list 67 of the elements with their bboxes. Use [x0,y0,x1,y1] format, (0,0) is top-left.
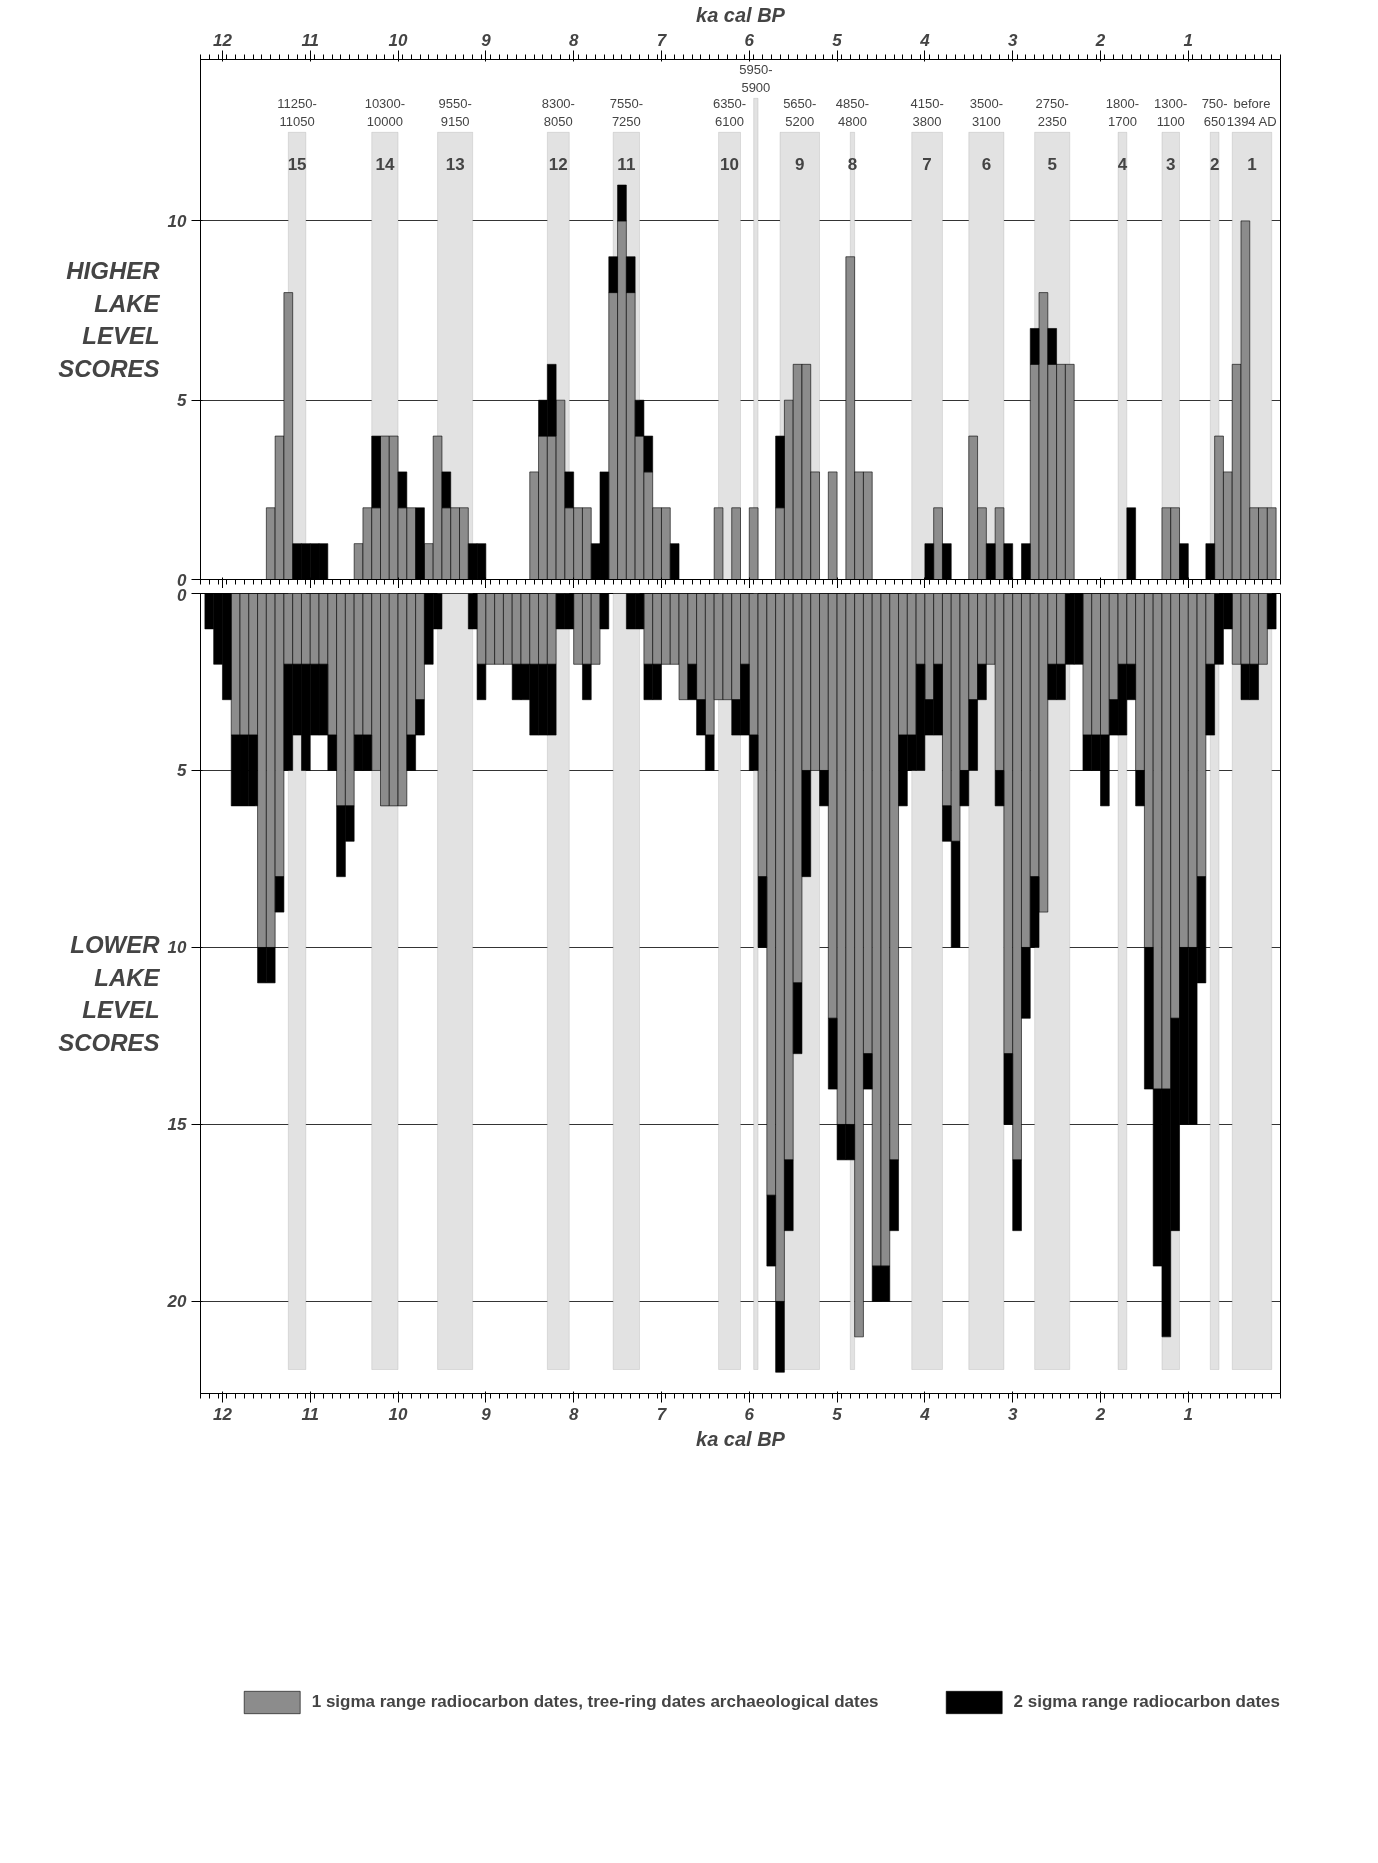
annotation: 6 [981,154,992,174]
band-label: 3500-3100 [969,96,1003,130]
y-axis-title: HIGHER LAKE LEVEL SCORES [58,257,161,382]
annotation: 7 [922,154,932,174]
y-tick-label: 15 [167,1115,188,1135]
band-label: 1800-1700 [1105,96,1140,130]
legend-label: 2 sigma range radiocarbon dates [1013,1692,1280,1712]
band-label: 8300-8050 [541,96,575,130]
x2-tick-label: 7 [656,30,668,50]
x-tick-label: 3 [1007,1404,1018,1424]
x2-tick-label: 4 [919,30,931,50]
band-label: 4850-4800 [835,96,870,130]
band-label: 11250-11050 [277,96,317,130]
band-label: 1300-1100 [1154,96,1188,130]
x2-tick-label: 10 [388,30,409,50]
x-tick-label: 10 [388,1404,409,1424]
annotation: 9 [795,154,805,174]
x-tick-label: 8 [568,1404,579,1424]
annotation: 2 [1209,154,1220,174]
band-label: 9550-9150 [438,96,472,130]
legend-label: 1 sigma range radiocarbon dates, tree-ring dates archaeological dates [311,1692,879,1712]
x2-tick-label: 12 [213,30,233,50]
annotation: 8 [847,154,858,174]
band-label: 6350-6100 [712,96,747,130]
y-tick-label: 5 [177,391,188,411]
band-label: 5950-5900 [739,62,773,96]
band-label: 2750-2350 [1035,96,1069,130]
band-label: 10300-10000 [364,96,406,130]
x2-tick-label: 2 [1094,30,1106,50]
x2-tick-label: 8 [568,30,579,50]
x-tick-label: 11 [301,1404,320,1424]
y-tick-label: 20 [166,1292,188,1312]
x-tick-label: 5 [832,1404,843,1424]
band-label: 5650-5200 [783,96,817,130]
band-label: before 1394 AD [1226,96,1277,130]
band-label: 7550-7250 [609,96,643,130]
band-label: 750-650 [1201,96,1228,130]
x-tick-label: 1 [1183,1404,1194,1424]
x2-axis-title: ka cal BP [696,3,786,26]
x-tick-label: 4 [919,1404,931,1424]
annotation: 1 [1247,154,1257,174]
x2-tick-label: 3 [1007,30,1018,50]
annotation: 15 [287,154,307,174]
annotation: 13 [445,154,465,174]
x-axis-title: ka cal BP [696,1427,786,1450]
x-tick-label: 7 [656,1404,668,1424]
x-tick-label: 6 [744,1404,755,1424]
x2-tick-label: 11 [301,30,320,50]
annotation: 11 [617,154,636,174]
annotation: 4 [1117,154,1128,174]
x2-tick-label: 6 [744,30,755,50]
x2-tick-label: 5 [832,30,843,50]
x2-tick-label: 1 [1183,30,1194,50]
y-axis-title: LOWER LAKE LEVEL SCORES [58,931,161,1056]
y-tick-label: 5 [177,761,188,781]
annotation: 12 [548,154,568,174]
annotation: 14 [375,154,395,174]
x-tick-label: 12 [213,1404,233,1424]
annotation: 5 [1047,154,1057,174]
y-tick-label: 10 [167,938,188,958]
x-tick-label: 2 [1094,1404,1106,1424]
band-label: 4150-3800 [910,96,944,130]
y-tick-label: 10 [167,211,188,231]
annotation: 3 [1166,154,1176,174]
annotation: 10 [720,154,739,174]
x2-tick-label: 9 [481,30,492,50]
x-tick-label: 9 [481,1404,492,1424]
